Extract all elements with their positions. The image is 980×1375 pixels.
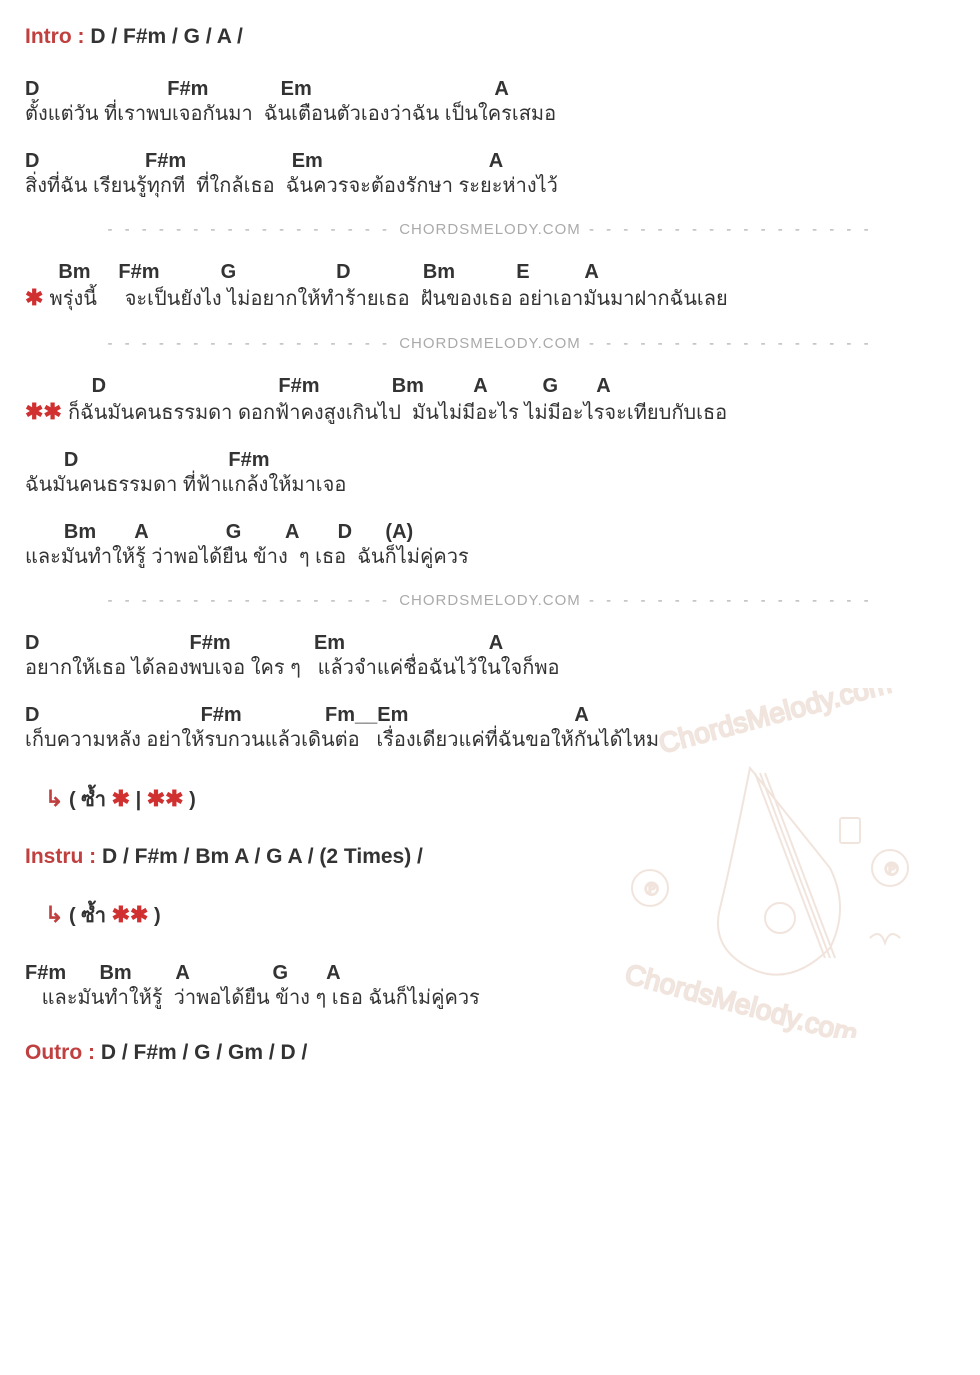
lyric-row: ✱✱ ก็ฉันมันคนธรรมดา ดอกฟ้าคงสูงเกินไป มั… (25, 398, 955, 427)
lyric-row: อยากให้เธอ ได้ลองพบเจอ ใคร ๆ แล้วจำแค่ชื… (25, 655, 955, 681)
chord-row: D F#m Bm A G A (25, 374, 955, 398)
chord-row: D F#m Em A (25, 77, 955, 101)
repeat-arrow-icon: ↳ (45, 902, 63, 927)
repeat-section-1: ↳ ( ซ้ำ ✱ | ✱✱ ) (25, 783, 955, 815)
instru-section: Instru : D / F#m / Bm A / G A / (2 Times… (25, 845, 955, 869)
repeat-text: ( ซ้ำ (63, 905, 111, 927)
verse2-line1: D F#m Em A อยากให้เธอ ได้ลองพบเจอ ใคร ๆ … (25, 631, 955, 681)
lyric-row: ✱ พรุ่งนี้ จะเป็นยังไง ไม่อยากให้ทำร้ายเ… (25, 284, 955, 313)
lyric-row: และมันทำให้รู้ ว่าพอได้ยืน ข้าง ๆ เธอ ฉั… (25, 544, 955, 570)
instru-label: Instru : (25, 845, 102, 868)
repeat-section-2: ↳ ( ซ้ำ ✱✱ ) (25, 899, 955, 931)
verse1-line2: D F#m Em A สิ่งที่ฉัน เรียนรู้ทุกที ที่ใ… (25, 149, 955, 199)
repeat-end: ) (184, 789, 196, 811)
chord-row: D F#m Em A (25, 149, 955, 173)
separator-text: CHORDSMELODY.COM (399, 335, 581, 352)
repeat-star: ✱✱ (112, 902, 149, 927)
chorus-line3: Bm A G A D (A) และมันทำให้รู้ ว่าพอได้ยื… (25, 520, 955, 570)
chord-row: Bm A G A D (A) (25, 520, 955, 544)
lyric-row: และมันทำให้รู้ ว่าพอได้ยืน ข้าง ๆ เธอ ฉั… (25, 985, 955, 1011)
repeat-arrow-icon: ↳ (45, 786, 63, 811)
separator-text: CHORDSMELODY.COM (399, 221, 581, 238)
lyric-row: สิ่งที่ฉัน เรียนรู้ทุกที ที่ใกล้เธอ ฉันค… (25, 173, 955, 199)
chord-row: Bm F#m G D Bm E A (25, 260, 955, 284)
prechorus-lyrics: พรุ่งนี้ จะเป็นยังไง ไม่อยากให้ทำร้ายเธอ… (50, 288, 728, 310)
chorus-line2: D F#m ฉันมันคนธรรมดา ที่ฟ้าแกล้งให้มาเจอ (25, 448, 955, 498)
outro-section: Outro : D / F#m / G / Gm / D / (25, 1041, 955, 1065)
verse2-line2: D F#m Fm__Em A เก็บความหลัง อย่าให้รบกวน… (25, 703, 955, 753)
repeat-star1: ✱ (112, 786, 130, 811)
separator: - - - - - - - - - - - - - - - - - CHORDS… (25, 335, 955, 352)
star-marker-double: ✱✱ (25, 399, 68, 424)
intro-chords: D / F#m / G / A / (90, 25, 242, 48)
chord-row: D F#m Em A (25, 631, 955, 655)
svg-text:℗: ℗ (645, 879, 658, 899)
chord-row: D F#m (25, 448, 955, 472)
chord-row: D F#m Fm__Em A (25, 703, 955, 727)
intro-section: Intro : D / F#m / G / A / (25, 25, 955, 49)
chorus-line1: D F#m Bm A G A ✱✱ ก็ฉันมันคนธรรมดา ดอกฟ้… (25, 374, 955, 427)
lyric-row: ฉันมันคนธรรมดา ที่ฟ้าแกล้งให้มาเจอ (25, 472, 955, 498)
outro-label: Outro : (25, 1041, 101, 1064)
prechorus: Bm F#m G D Bm E A ✱ พรุ่งนี้ จะเป็นยังไง… (25, 260, 955, 313)
intro-label: Intro : (25, 25, 90, 48)
lyric-row: เก็บความหลัง อย่าให้รบกวนแล้วเดินต่อ เรื… (25, 727, 955, 753)
repeat-star2: ✱✱ (147, 786, 184, 811)
repeat-end: ) (148, 905, 160, 927)
lyric-row: ตั้งแต่วัน ที่เราพบเจอกันมา ฉันเตือนตัวเ… (25, 101, 955, 127)
chorus-lyrics: ก็ฉันมันคนธรรมดา ดอกฟ้าคงสูงเกินไป มันไม… (68, 402, 727, 424)
separator: - - - - - - - - - - - - - - - - - CHORDS… (25, 221, 955, 238)
star-marker-single: ✱ (25, 285, 50, 310)
repeat-middle: | (130, 789, 147, 811)
outro-chords: D / F#m / G / Gm / D / (101, 1041, 308, 1064)
ending-line: F#m Bm A G A และมันทำให้รู้ ว่าพอได้ยืน … (25, 961, 955, 1011)
repeat-text: ( ซ้ำ (63, 789, 111, 811)
chord-row: F#m Bm A G A (25, 961, 955, 985)
verse1-line1: D F#m Em A ตั้งแต่วัน ที่เราพบเจอกันมา ฉ… (25, 77, 955, 127)
instru-chords: D / F#m / Bm A / G A / (2 Times) / (102, 845, 423, 868)
separator: - - - - - - - - - - - - - - - - - CHORDS… (25, 592, 955, 609)
separator-text: CHORDSMELODY.COM (399, 592, 581, 609)
